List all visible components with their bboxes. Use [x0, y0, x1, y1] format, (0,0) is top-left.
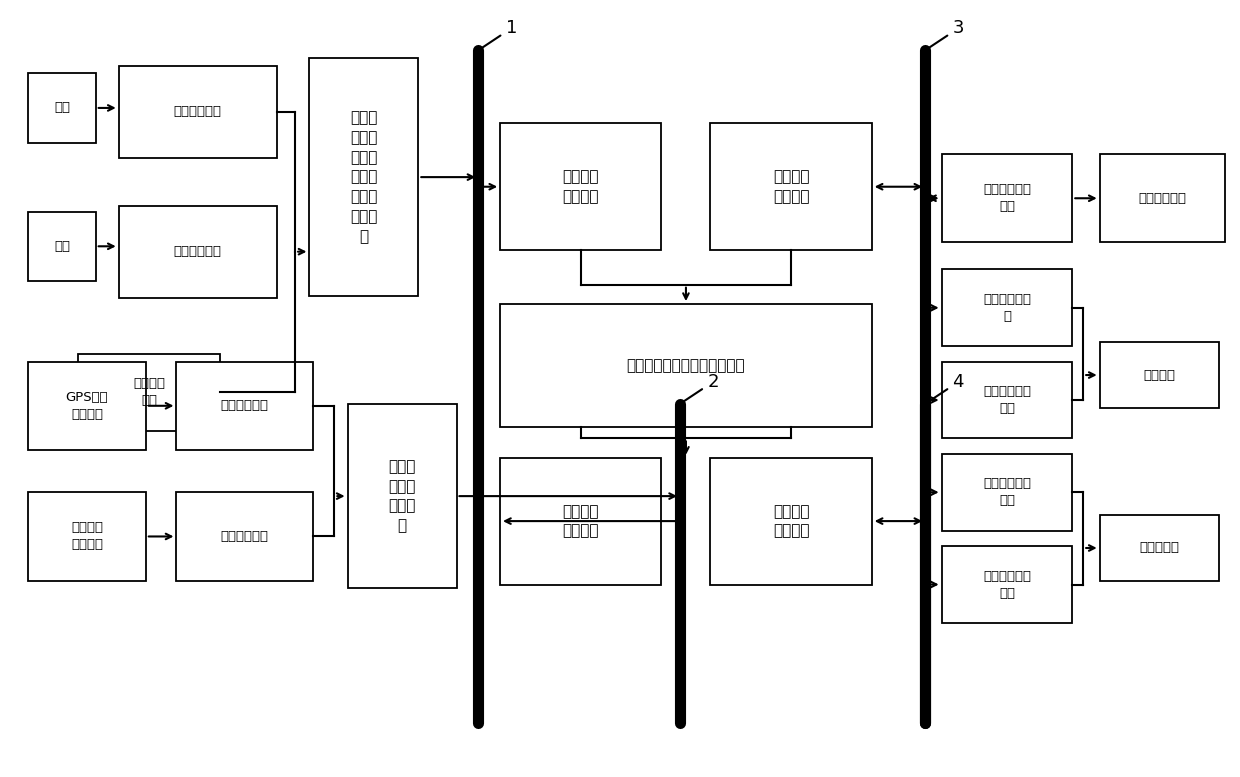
Bar [119, 66, 277, 158]
Text: 电机管理系统: 电机管理系统 [174, 246, 222, 258]
Text: 第三整车
控制单元: 第三整车 控制单元 [773, 169, 810, 204]
Text: 第二整车
控制单元: 第二整车 控制单元 [563, 503, 599, 538]
Bar [941, 270, 1073, 347]
Bar [29, 361, 146, 450]
Text: 整车信
息状态
采集和
整车部
件状态
信息采
集: 整车信 息状态 采集和 整车部 件状态 信息采 集 [350, 110, 377, 244]
Bar [500, 458, 661, 584]
Text: 车载仪表: 车载仪表 [1143, 368, 1176, 382]
Text: 3: 3 [928, 19, 963, 49]
Bar [1100, 154, 1225, 242]
Bar [347, 404, 456, 588]
Bar [941, 546, 1073, 623]
Text: 第一整车
控制单元: 第一整车 控制单元 [563, 169, 599, 204]
Text: 1: 1 [481, 19, 517, 49]
Bar [1100, 515, 1219, 580]
Bar [500, 124, 661, 250]
Bar [176, 361, 312, 450]
Text: 剩余所
需行驶
里程估
计: 剩余所 需行驶 里程估 计 [388, 459, 415, 533]
Text: 车载移动
终端装置: 车载移动 终端装置 [71, 521, 103, 552]
Text: 驾驶习惯评估: 驾驶习惯评估 [1138, 192, 1187, 205]
Bar [119, 206, 277, 298]
Text: GPS定位
导航装置: GPS定位 导航装置 [66, 391, 108, 421]
Text: 第四整车
控制单元: 第四整车 控制单元 [773, 503, 810, 538]
Bar [941, 154, 1073, 242]
Text: 车辆预备使用
情况: 车辆预备使用 情况 [983, 570, 1030, 600]
Text: 实时能量消耗
率: 实时能量消耗 率 [983, 293, 1030, 322]
Text: 车速测量
装置: 车速测量 装置 [133, 378, 165, 407]
Bar [711, 458, 872, 584]
Bar [29, 211, 95, 281]
Bar [711, 124, 872, 250]
Text: 2: 2 [682, 373, 719, 402]
Bar [500, 304, 872, 427]
Bar [176, 493, 312, 580]
Text: 拥挤信息模拟: 拥挤信息模拟 [221, 530, 269, 543]
Text: 中控显示屏: 中控显示屏 [1140, 542, 1179, 555]
Text: 电池: 电池 [53, 102, 69, 114]
Bar [29, 493, 146, 580]
Text: 信息计算，对比，记录，存储: 信息计算，对比，记录，存储 [626, 358, 745, 373]
Text: 电机: 电机 [53, 240, 69, 253]
Bar [309, 58, 418, 296]
Text: 4: 4 [928, 373, 963, 402]
Text: 路径信息模拟: 路径信息模拟 [221, 399, 269, 413]
Bar [78, 354, 219, 430]
Bar [941, 454, 1073, 531]
Text: 驾驶习惯判断
提示: 驾驶习惯判断 提示 [983, 477, 1030, 507]
Bar [1100, 343, 1219, 408]
Text: 电源管理系统: 电源管理系统 [174, 105, 222, 118]
Bar [941, 361, 1073, 438]
Bar [29, 73, 95, 142]
Text: 驾驶习惯曲线
对比: 驾驶习惯曲线 对比 [983, 183, 1030, 213]
Text: 上周期能量消
耗率: 上周期能量消 耗率 [983, 385, 1030, 415]
